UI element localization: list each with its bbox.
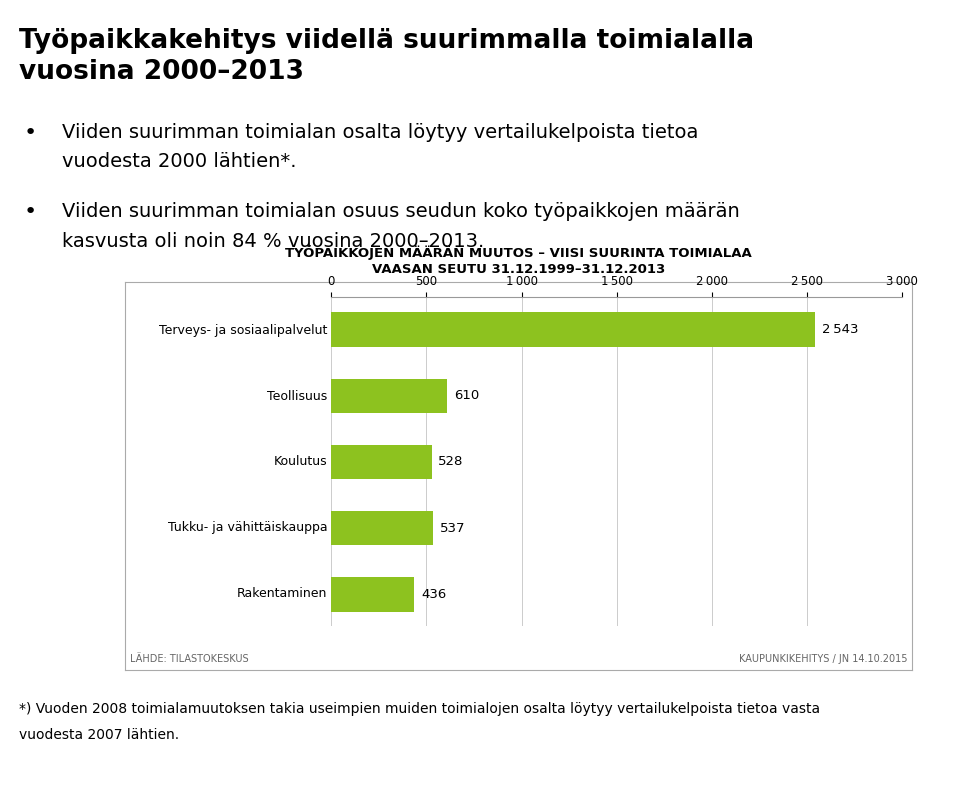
Text: Työpaikkakehitys viidellä suurimmalla toimialalla: Työpaikkakehitys viidellä suurimmalla to… (19, 28, 755, 54)
Text: kasvusta oli noin 84 % vuosina 2000–2013.: kasvusta oli noin 84 % vuosina 2000–2013… (62, 232, 485, 251)
Text: •: • (24, 202, 37, 222)
Text: Terveys- ja sosiaalipalvelut: Terveys- ja sosiaalipalvelut (158, 324, 327, 337)
Text: 528: 528 (439, 455, 464, 469)
Bar (331, 312, 815, 347)
Text: vuosina 2000–2013: vuosina 2000–2013 (19, 59, 304, 86)
Text: •: • (24, 123, 37, 143)
Bar (331, 577, 414, 611)
Text: 610: 610 (454, 389, 479, 402)
Bar (331, 511, 434, 546)
Text: Tukku- ja vähittäiskauppa: Tukku- ja vähittäiskauppa (168, 521, 327, 534)
Text: KAUPUNKIKEHITYS / JN 14.10.2015: KAUPUNKIKEHITYS / JN 14.10.2015 (738, 653, 907, 664)
Text: LÄHDE: TILASTOKESKUS: LÄHDE: TILASTOKESKUS (130, 653, 249, 664)
Text: 537: 537 (440, 522, 466, 534)
Text: TYÖPAIKKOJEN MÄÄRÄN MUUTOS – VIISI SUURINTA TOIMIALAA: TYÖPAIKKOJEN MÄÄRÄN MUUTOS – VIISI SUURI… (285, 245, 752, 260)
Text: Viiden suurimman toimialan osalta löytyy vertailukelpoista tietoa: Viiden suurimman toimialan osalta löytyy… (62, 123, 699, 142)
Text: VAASAN SEUTU 31.12.1999–31.12.2013: VAASAN SEUTU 31.12.1999–31.12.2013 (372, 263, 665, 276)
Text: 436: 436 (420, 588, 446, 601)
Text: vuodesta 2007 lähtien.: vuodesta 2007 lähtien. (19, 728, 180, 742)
Text: Teollisuus: Teollisuus (267, 389, 327, 403)
Text: Viiden suurimman toimialan osuus seudun koko työpaikkojen määrän: Viiden suurimman toimialan osuus seudun … (62, 202, 740, 221)
Text: 2 543: 2 543 (822, 323, 858, 336)
Text: *) Vuoden 2008 toimialamuutoksen takia useimpien muiden toimialojen osalta löyty: *) Vuoden 2008 toimialamuutoksen takia u… (19, 702, 821, 716)
Text: Rakentaminen: Rakentaminen (237, 587, 327, 600)
Text: vuodesta 2000 lähtien*.: vuodesta 2000 lähtien*. (62, 152, 297, 171)
Bar (331, 378, 447, 413)
Bar (331, 445, 432, 479)
Text: Koulutus: Koulutus (274, 455, 327, 469)
